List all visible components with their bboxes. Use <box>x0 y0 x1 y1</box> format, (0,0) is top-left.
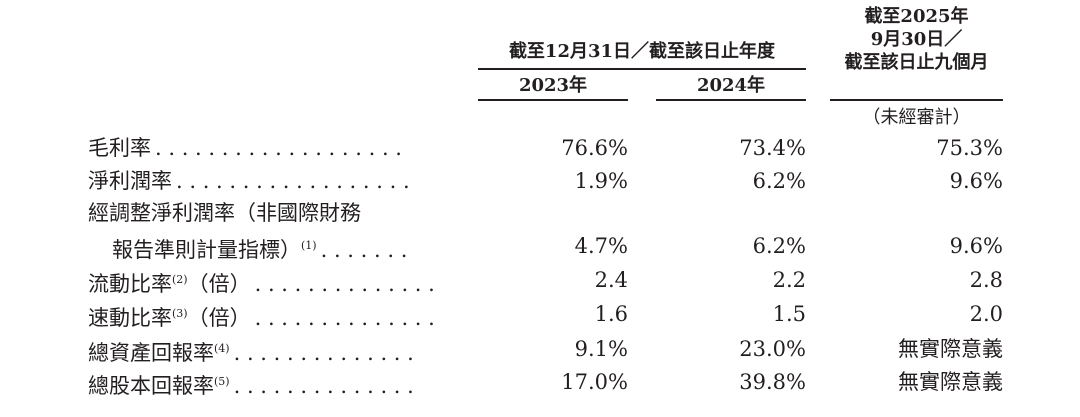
footnote-ref: (2) <box>172 273 188 286</box>
row-label: 淨利潤率. . . . . . . . . . . . . . . . . . <box>88 166 410 196</box>
cell-value: 1.5 <box>772 302 806 326</box>
row-label-text: 報告準則計量指標） <box>112 238 301 262</box>
cell-value: 23.0% <box>739 337 806 361</box>
row-label: 經調整淨利潤率（非國際財務 <box>88 201 361 225</box>
column-header-2024: 2024年 <box>696 75 766 96</box>
row-label-text: 總股本回報率 <box>88 374 214 398</box>
cell-value: 無實際意義 <box>898 337 1003 361</box>
row-label-text: 流動比率 <box>88 272 172 296</box>
leader-dots: . . . . . . . . . . . . . . . . . . . <box>155 136 402 160</box>
cell-value: 17.0% <box>561 370 628 394</box>
leader-dots: . . . . . . . . . . . . . . <box>254 272 435 296</box>
row-label-text: 速動比率 <box>88 306 172 330</box>
cell-value: 9.6% <box>949 234 1003 258</box>
cell-value: 6.2% <box>752 234 806 258</box>
column-header-2025-line3: 截至該日止九個月 <box>844 52 989 73</box>
row-label: 毛利率. . . . . . . . . . . . . . . . . . . <box>88 133 402 163</box>
footnote-ref: (3) <box>172 307 188 320</box>
row-label: 報告準則計量指標）(1). . . . . . . <box>112 231 407 265</box>
cell-value: 4.7% <box>574 234 628 258</box>
cell-value: 6.2% <box>752 169 806 193</box>
cell-value: 76.6% <box>561 136 628 160</box>
cell-value: 2.4 <box>594 268 628 292</box>
footnote-ref: (1) <box>301 239 317 252</box>
footnote-ref: (4) <box>214 342 230 355</box>
column-header-2025-line2: 9月30日／ <box>870 29 963 50</box>
leader-dots: . . . . . . . . . . . . . . <box>233 374 414 398</box>
footnote-ref: (5) <box>214 375 230 388</box>
row-label: 總股本回報率(5). . . . . . . . . . . . . . <box>88 367 414 401</box>
header-divider <box>478 68 806 70</box>
unit-suffix: （倍） <box>187 272 251 296</box>
cell-value: 2.2 <box>772 268 806 292</box>
cell-value: 39.8% <box>739 370 806 394</box>
cell-value: 75.3% <box>936 136 1003 160</box>
unit-suffix: （倍） <box>187 306 251 330</box>
row-label-text: 毛利率 <box>88 136 151 160</box>
column-underline-2023 <box>478 99 628 101</box>
row-label: 流動比率(2)（倍）. . . . . . . . . . . . . . <box>88 265 435 299</box>
cell-value: 無實際意義 <box>898 370 1003 394</box>
row-label-text: 總資產回報率 <box>88 341 214 365</box>
cell-value: 2.0 <box>969 302 1003 326</box>
cell-value: 9.6% <box>949 169 1003 193</box>
cell-value: 1.9% <box>574 169 628 193</box>
column-header-2023: 2023年 <box>518 75 588 96</box>
column-header-2025-line1: 截至2025年 <box>864 6 969 27</box>
cell-value: 9.1% <box>574 337 628 361</box>
row-label-text: 淨利潤率 <box>88 169 172 193</box>
column-underline-2024 <box>656 99 806 101</box>
row-label: 總資產回報率(4). . . . . . . . . . . . . . <box>88 334 414 368</box>
unaudited-note: （未經審計） <box>862 107 971 128</box>
cell-value: 1.6 <box>594 302 628 326</box>
row-label: 速動比率(3)（倍）. . . . . . . . . . . . . . <box>88 299 435 333</box>
leader-dots: . . . . . . . . . . . . . . <box>233 341 414 365</box>
cell-value: 73.4% <box>739 136 806 160</box>
cell-value: 2.8 <box>969 268 1003 292</box>
period-group-header: 截至12月31日／截至該日止年度 <box>508 41 776 62</box>
column-underline-2025 <box>830 99 1003 101</box>
leader-dots: . . . . . . . . . . . . . . <box>254 306 435 330</box>
leader-dots: . . . . . . . <box>320 238 408 262</box>
leader-dots: . . . . . . . . . . . . . . . . . . <box>176 169 410 193</box>
